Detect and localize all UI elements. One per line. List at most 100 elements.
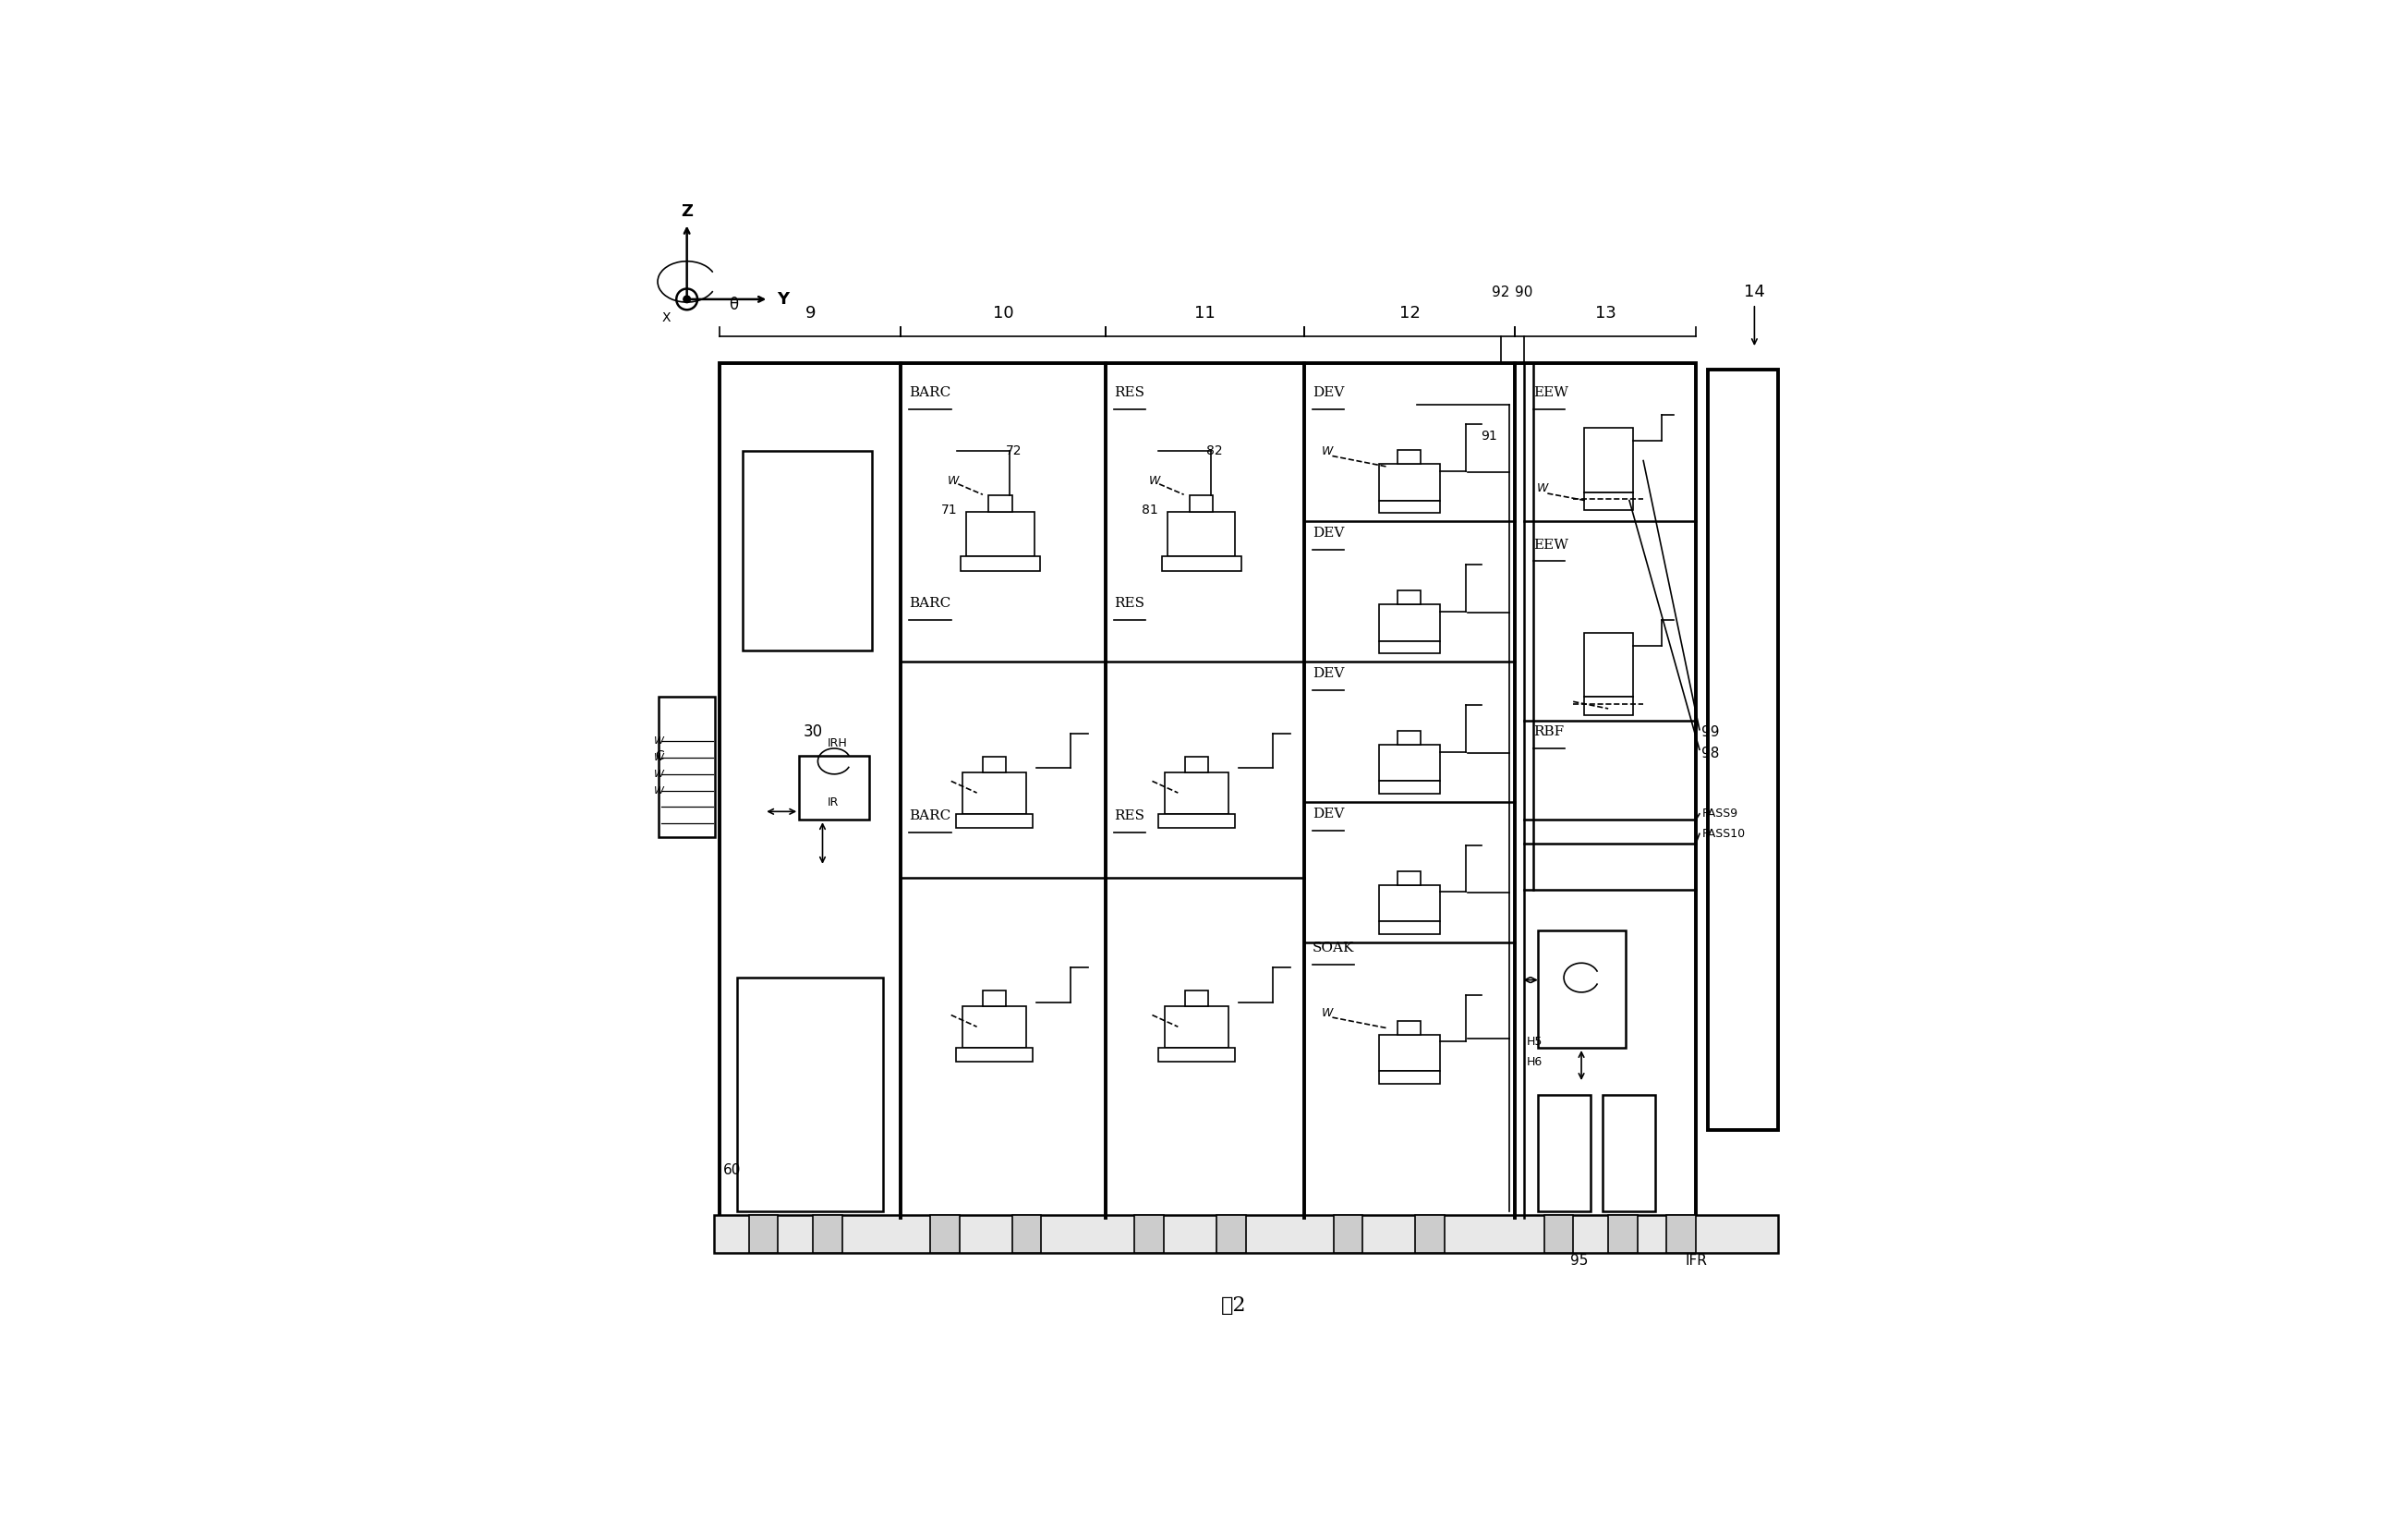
Bar xyxy=(1380,744,1440,781)
Text: 91: 91 xyxy=(1481,430,1498,442)
Text: 10: 10 xyxy=(992,305,1014,322)
Bar xyxy=(1380,1034,1440,1071)
Bar xyxy=(799,755,869,820)
Text: W: W xyxy=(1322,445,1334,457)
Bar xyxy=(1185,990,1209,1006)
Text: 14: 14 xyxy=(1743,284,1765,301)
Bar xyxy=(1380,886,1440,922)
Text: W: W xyxy=(655,737,665,746)
Text: 9: 9 xyxy=(804,305,816,322)
Text: 60: 60 xyxy=(722,1164,742,1177)
Bar xyxy=(1399,591,1421,605)
Text: H5: H5 xyxy=(1527,1036,1544,1048)
Text: 13: 13 xyxy=(1594,305,1616,322)
Bar xyxy=(1584,428,1633,492)
Bar xyxy=(1539,931,1625,1048)
Text: IFR: IFR xyxy=(1686,1253,1707,1268)
Text: W: W xyxy=(655,770,665,779)
Text: Z: Z xyxy=(681,204,694,220)
Bar xyxy=(660,697,715,837)
Text: PASS9: PASS9 xyxy=(1702,808,1739,820)
Bar xyxy=(987,495,1011,512)
Bar xyxy=(1399,450,1421,463)
Text: W: W xyxy=(1322,1007,1334,1019)
Bar xyxy=(1011,1215,1040,1253)
Bar xyxy=(1544,1215,1572,1253)
Text: DEV: DEV xyxy=(1312,386,1344,399)
Text: 98: 98 xyxy=(1702,746,1719,760)
Text: C: C xyxy=(655,749,665,763)
Text: 72: 72 xyxy=(1007,445,1023,457)
Bar xyxy=(1609,1215,1637,1253)
Text: 图2: 图2 xyxy=(1221,1296,1247,1315)
Bar xyxy=(956,1048,1033,1062)
Text: 82: 82 xyxy=(1206,445,1223,457)
Text: X: X xyxy=(662,311,669,325)
Bar xyxy=(713,1215,1777,1253)
Bar xyxy=(1216,1215,1245,1253)
Text: θ: θ xyxy=(730,296,739,313)
Circle shape xyxy=(684,296,691,302)
Text: H6: H6 xyxy=(1527,1056,1544,1068)
Text: BARC: BARC xyxy=(910,386,951,399)
Text: RES: RES xyxy=(1112,386,1144,399)
Bar xyxy=(1165,772,1228,814)
Bar xyxy=(1161,556,1240,571)
Bar xyxy=(1380,922,1440,934)
Bar xyxy=(1399,1021,1421,1034)
Bar xyxy=(1666,1215,1695,1253)
Bar xyxy=(956,814,1033,828)
Text: BARC: BARC xyxy=(910,597,951,609)
Bar xyxy=(1416,1215,1445,1253)
Bar xyxy=(1380,463,1440,500)
Bar xyxy=(963,1006,1026,1048)
Bar xyxy=(1168,512,1235,556)
Bar xyxy=(1539,1095,1592,1212)
Bar xyxy=(737,978,884,1212)
Text: Y: Y xyxy=(778,292,790,307)
Bar xyxy=(1380,781,1440,794)
Bar xyxy=(1601,1095,1654,1212)
Bar xyxy=(814,1215,843,1253)
Text: EEW: EEW xyxy=(1534,538,1568,551)
Bar xyxy=(982,990,1007,1006)
Text: DEV: DEV xyxy=(1312,808,1344,820)
Bar xyxy=(1399,731,1421,744)
Text: 99: 99 xyxy=(1702,725,1719,738)
Text: IRH: IRH xyxy=(828,738,848,750)
Text: W: W xyxy=(1149,474,1161,486)
Bar xyxy=(1158,814,1235,828)
Text: 92: 92 xyxy=(1491,286,1510,299)
Text: DEV: DEV xyxy=(1312,667,1344,681)
Text: 11: 11 xyxy=(1194,305,1216,322)
Bar xyxy=(1399,870,1421,886)
Bar xyxy=(1334,1215,1363,1253)
Text: 90: 90 xyxy=(1515,286,1534,299)
Bar xyxy=(961,556,1040,571)
Text: 81: 81 xyxy=(1141,503,1158,516)
Text: RES: RES xyxy=(1112,597,1144,609)
Text: SOAK: SOAK xyxy=(1312,942,1353,955)
Text: DEV: DEV xyxy=(1312,527,1344,539)
Text: RBF: RBF xyxy=(1534,726,1565,738)
Text: 30: 30 xyxy=(804,723,824,740)
Text: RES: RES xyxy=(1112,810,1144,823)
Bar xyxy=(1584,632,1633,697)
Bar xyxy=(1380,605,1440,641)
Text: PASS10: PASS10 xyxy=(1702,828,1746,840)
Text: W: W xyxy=(949,474,958,486)
Text: BARC: BARC xyxy=(910,810,951,823)
Bar xyxy=(1134,1215,1163,1253)
Text: EEW: EEW xyxy=(1534,386,1568,399)
Bar xyxy=(982,756,1007,772)
Bar xyxy=(963,772,1026,814)
Bar xyxy=(1584,697,1633,715)
Bar xyxy=(1707,369,1777,1130)
Bar xyxy=(1584,492,1633,510)
Text: W: W xyxy=(655,785,665,794)
Bar xyxy=(1165,1006,1228,1048)
Text: 71: 71 xyxy=(942,503,956,516)
Text: 95: 95 xyxy=(1570,1253,1587,1268)
Text: 12: 12 xyxy=(1399,305,1421,322)
Bar xyxy=(929,1215,958,1253)
